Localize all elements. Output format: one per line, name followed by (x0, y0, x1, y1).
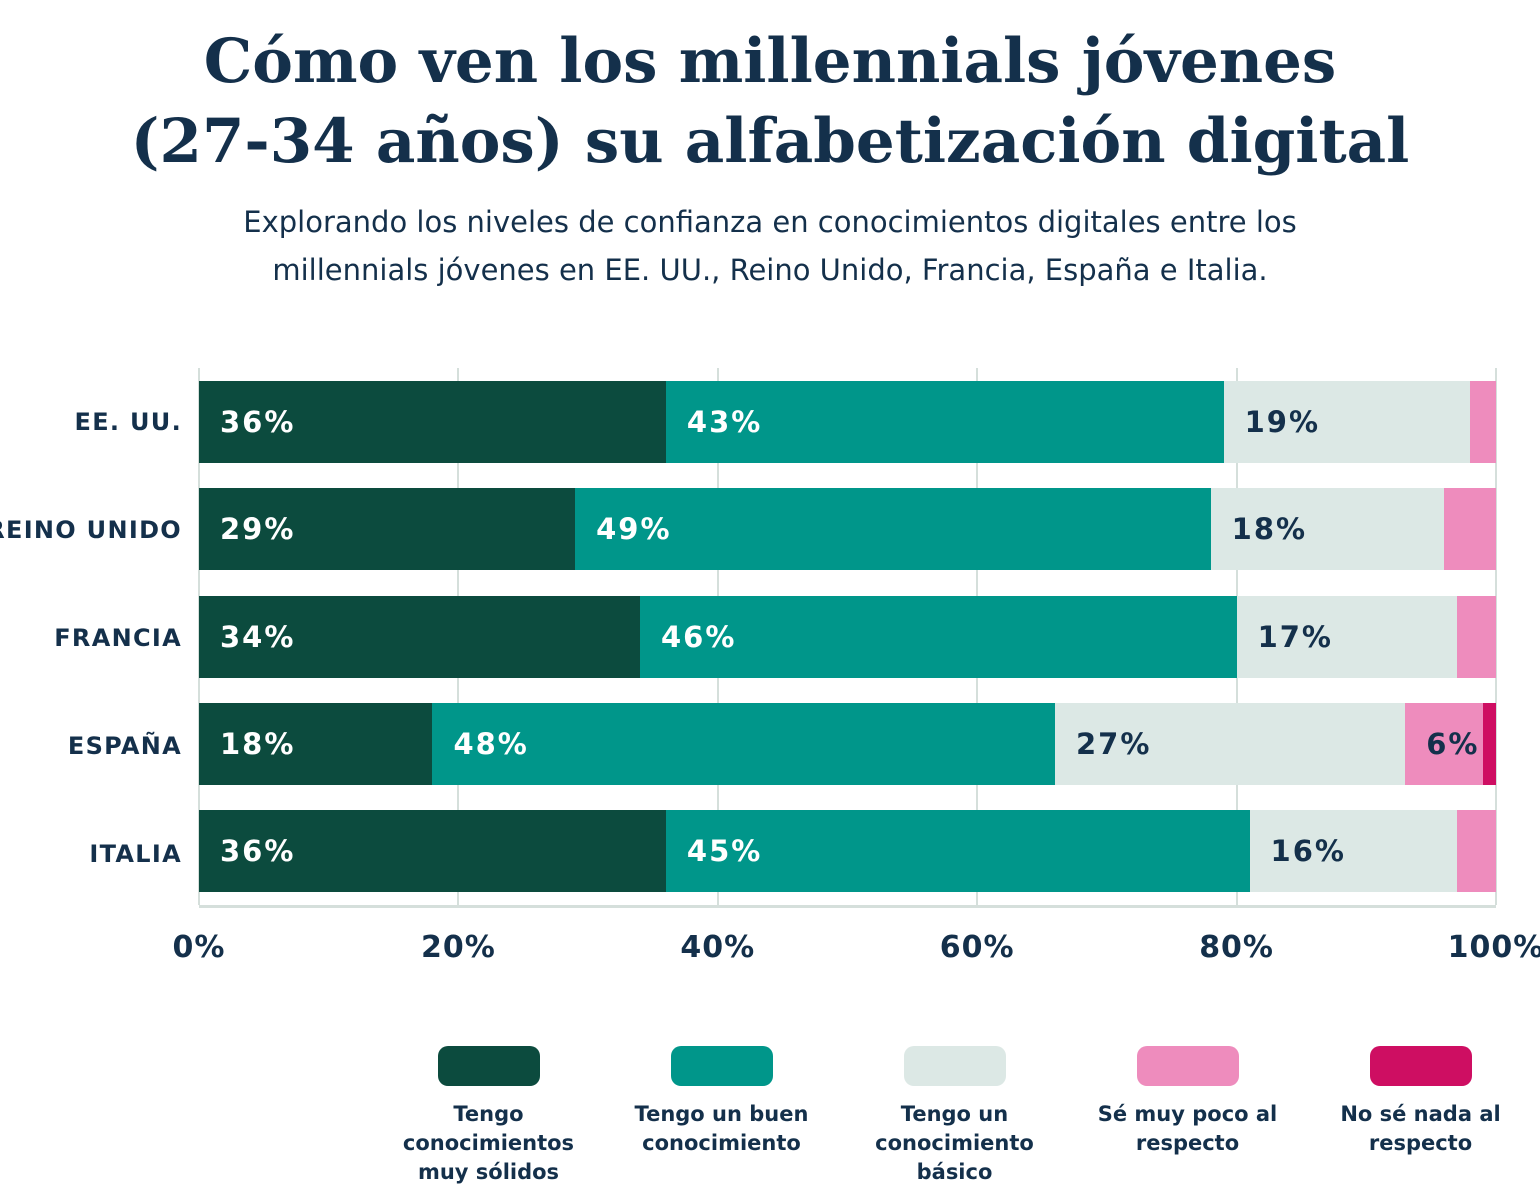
stacked-bar: 34% 46% 17% (199, 595, 1496, 678)
bar-segment: 34% (199, 595, 640, 678)
legend-item: Sé muy poco al respecto (1071, 1046, 1304, 1187)
bar-segment: 36% (199, 810, 666, 893)
legend-item-label: Sé muy poco al respecto (1097, 1102, 1278, 1155)
bar-segment: 29% (199, 488, 576, 571)
stacked-bar: 36% 43% 19% (199, 380, 1496, 463)
legend-swatch (670, 1046, 773, 1086)
category-label: ESPAÑA (67, 732, 182, 760)
segment-value-label: 18% (220, 726, 296, 761)
chart-title: Cómo ven los millennials jóvenes (27-34 … (0, 22, 1540, 182)
category-label: REINO UNIDO (0, 516, 182, 544)
legend-item: No sé nada al respecto (1304, 1046, 1537, 1187)
gridline (1495, 368, 1497, 905)
legend-item: Tengo un conocimiento básico (838, 1046, 1071, 1187)
legend-item-label: Tengo un conocimiento básico (875, 1102, 1034, 1184)
x-axis-tick-label: 60% (939, 930, 1015, 965)
bar-row: 36% 43% 19% (199, 368, 1496, 475)
segment-value-label: 48% (453, 726, 529, 761)
bar-segment: 18% (199, 702, 433, 785)
chart-subtitle: Explorando los niveles de confianza en c… (0, 198, 1540, 294)
legend: Tengo conocimientos muy sólidos Tengo un b… (372, 1046, 1537, 1187)
segment-value-label: 29% (220, 512, 296, 547)
category-axis: EE. UU. REINO UNIDO FRANCIA ESPAÑA ITALIA (0, 368, 182, 908)
segment-value-label: 17% (1257, 619, 1333, 654)
segment-value-label: 34% (220, 619, 296, 654)
legend-item-label: Tengo un buen conocimiento (634, 1102, 809, 1155)
bar-segment (1483, 702, 1496, 785)
bar-rows: 36% 43% 19% 29% 49% 18% 34% 46% 17% 18% 48% 27% 6% 36… (199, 368, 1496, 905)
x-axis-tick-label: 40% (680, 930, 756, 965)
segment-value-label: 6% (1426, 726, 1480, 761)
bar-segment (1470, 380, 1496, 463)
bar-segment: 18% (1210, 488, 1445, 571)
bar-segment: 43% (665, 380, 1224, 463)
chart-title-line-1: Cómo ven los millennials jóvenes (203, 26, 1337, 97)
segment-value-label: 46% (660, 619, 737, 654)
bar-segment: 49% (575, 488, 1211, 571)
bar-segment: 36% (199, 380, 666, 463)
bar-segment: 16% (1249, 810, 1458, 893)
plot-area: 36% 43% 19% 29% 49% 18% 34% 46% 17% 18% 48% 27% 6% 36… (198, 368, 1497, 908)
bar-segment (1444, 488, 1496, 571)
legend-item: Tengo un buen conocimiento (605, 1046, 838, 1187)
bar-segment: 46% (639, 595, 1237, 678)
segment-value-label: 27% (1076, 726, 1152, 761)
bar-segment: 19% (1223, 380, 1471, 463)
x-axis-tick-label: 100% (1447, 930, 1540, 965)
bar-row: 36% 45% 16% (199, 798, 1496, 905)
segment-value-label: 19% (1244, 404, 1321, 439)
legend-swatch (903, 1046, 1006, 1086)
category-label: FRANCIA (54, 624, 182, 652)
legend-swatch (1369, 1046, 1472, 1086)
legend-swatch (1136, 1046, 1239, 1086)
bar-segment: 45% (665, 810, 1250, 893)
segment-value-label: 43% (686, 404, 763, 439)
chart-subtitle-line-1: Explorando los niveles de confianza en c… (243, 205, 1297, 239)
segment-value-label: 16% (1270, 834, 1346, 869)
chart-subtitle-line-2: millennials jóvenes en EE. UU., Reino Un… (272, 253, 1268, 287)
bar-segment (1457, 595, 1496, 678)
x-axis-tick-label: 0% (172, 930, 226, 965)
bar-segment (1457, 810, 1496, 893)
bar-segment: 6% (1405, 702, 1483, 785)
category-label: ITALIA (89, 840, 182, 868)
segment-value-label: 49% (596, 512, 672, 547)
bar-row: 18% 48% 27% 6% (199, 690, 1496, 797)
bar-segment: 48% (432, 702, 1055, 785)
bar-row: 34% 46% 17% (199, 583, 1496, 690)
bar-segment: 27% (1055, 702, 1406, 785)
legend-item: Tengo conocimientos muy sólidos (372, 1046, 605, 1187)
x-axis: 0% 20% 40% 60% 80% 100% (173, 930, 1540, 980)
stacked-bar: 18% 48% 27% 6% (199, 702, 1496, 785)
stacked-bar: 29% 49% 18% (199, 488, 1496, 571)
legend-item-label: Tengo conocimientos muy sólidos (402, 1102, 575, 1184)
segment-value-label: 18% (1231, 512, 1308, 547)
x-axis-tick-label: 80% (1199, 930, 1274, 965)
legend-swatch (437, 1046, 540, 1086)
segment-value-label: 36% (220, 404, 296, 439)
segment-value-label: 45% (686, 834, 763, 869)
bar-segment: 17% (1236, 595, 1458, 678)
stacked-bar: 36% 45% 16% (199, 810, 1496, 893)
x-axis-tick-label: 20% (420, 930, 496, 965)
category-label: EE. UU. (74, 408, 182, 436)
legend-item-label: No sé nada al respecto (1340, 1102, 1501, 1155)
chart-title-line-2: (27-34 años) su alfabetización digital (130, 106, 1410, 177)
bar-row: 29% 49% 18% (199, 475, 1496, 582)
segment-value-label: 36% (220, 834, 296, 869)
